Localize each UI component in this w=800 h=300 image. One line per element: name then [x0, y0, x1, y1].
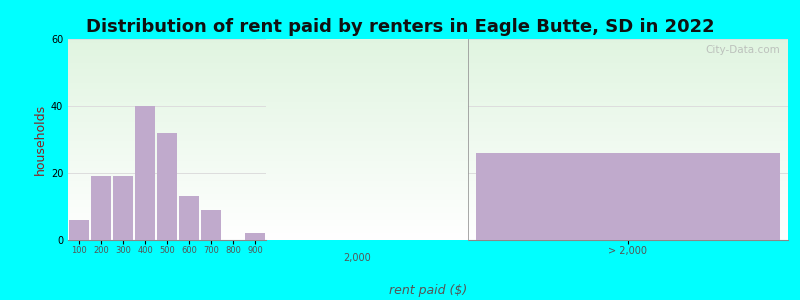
Bar [90, 176, 111, 240]
Y-axis label: households: households [34, 104, 46, 175]
Bar [134, 106, 155, 240]
Text: rent paid ($): rent paid ($) [389, 284, 467, 297]
Bar [245, 233, 266, 240]
Bar [113, 176, 134, 240]
Text: Distribution of rent paid by renters in Eagle Butte, SD in 2022: Distribution of rent paid by renters in … [86, 18, 714, 36]
Bar [69, 220, 90, 240]
Text: 2,000: 2,000 [343, 254, 370, 263]
Bar [178, 196, 199, 240]
Bar [476, 153, 780, 240]
Text: City-Data.com: City-Data.com [706, 45, 780, 55]
Bar [201, 210, 222, 240]
Bar [157, 133, 178, 240]
